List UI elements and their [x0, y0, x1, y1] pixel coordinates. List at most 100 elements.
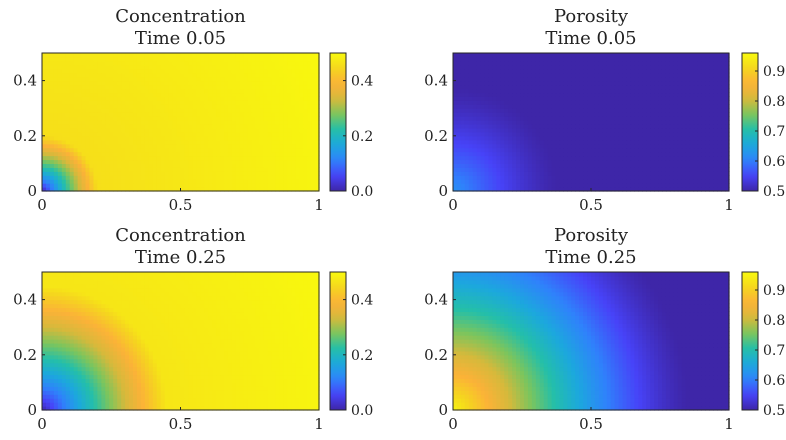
heatmap-cell: [516, 60, 521, 66]
heatmap-cell: [307, 167, 312, 172]
heatmap-cell: [196, 53, 201, 58]
heatmap-cell: [673, 183, 679, 188]
heatmap-cell: [579, 80, 584, 86]
heatmap-cell: [587, 127, 592, 133]
heatmap-cell: [172, 84, 178, 90]
heatmap-cell: [255, 147, 261, 153]
heatmap-cell: [685, 84, 691, 90]
heatmap-cell: [681, 147, 687, 153]
heatmap-cell: [693, 151, 699, 157]
heatmap-cell: [164, 56, 170, 62]
heatmap-cell: [638, 68, 643, 74]
heatmap-cell: [235, 135, 241, 141]
heatmap-cell: [57, 116, 63, 121]
heatmap-cell: [97, 76, 102, 82]
heatmap-cell: [618, 159, 624, 164]
heatmap-cell: [200, 68, 205, 74]
heatmap-cell: [295, 92, 300, 97]
heatmap-cell: [160, 406, 166, 411]
heatmap-cell: [204, 163, 209, 168]
heatmap-cell: [160, 112, 166, 117]
heatmap-cell: [634, 147, 639, 153]
heatmap-cell: [307, 131, 312, 137]
heatmap-cell: [693, 131, 699, 137]
heatmap-cell: [125, 175, 130, 180]
heatmap-cell: [661, 183, 667, 188]
heatmap-cell: [661, 84, 667, 90]
heatmap-cell: [196, 179, 201, 184]
heatmap-cell: [188, 167, 193, 172]
heatmap-cell: [669, 72, 675, 78]
heatmap-cell: [267, 100, 273, 105]
heatmap-cell: [287, 175, 292, 180]
heatmap-cell: [551, 92, 557, 97]
heatmap-cell: [484, 175, 490, 180]
heatmap-cell: [484, 108, 490, 113]
heatmap-cell: [539, 53, 545, 58]
heatmap-cell: [275, 167, 281, 172]
heatmap-cell: [563, 88, 568, 94]
heatmap-cell: [275, 100, 281, 105]
heatmap-cell: [484, 112, 490, 117]
heatmap-cell: [516, 175, 521, 180]
heatmap-cell: [543, 179, 549, 184]
heatmap-cell: [579, 72, 584, 78]
heatmap-cell: [693, 112, 699, 117]
heatmap-cell: [89, 167, 95, 172]
heatmap-cell: [701, 167, 706, 172]
x-tick-label: 1: [724, 196, 734, 214]
heatmap-cell: [117, 88, 122, 94]
heatmap-cell: [251, 84, 257, 90]
heatmap-cell: [255, 116, 261, 121]
heatmap-cell: [125, 112, 130, 117]
heatmap-cell: [101, 100, 106, 105]
heatmap-cell: [673, 53, 679, 58]
heatmap-cell: [105, 147, 110, 153]
heatmap-cell: [255, 72, 261, 78]
heatmap-cell: [263, 131, 269, 137]
heatmap-cell: [575, 108, 580, 113]
heatmap-cell: [531, 187, 537, 192]
heatmap-cell: [255, 100, 261, 105]
heatmap-cell: [661, 151, 667, 157]
heatmap-cell: [208, 163, 213, 168]
heatmap-cell: [263, 60, 269, 66]
heatmap-cell: [661, 104, 667, 109]
heatmap-cell: [299, 116, 304, 121]
heatmap-cell: [638, 53, 643, 58]
heatmap-cell: [255, 135, 261, 141]
heatmap-cell: [168, 163, 174, 168]
heatmap-cell: [709, 131, 714, 137]
x-tick-label: 1: [314, 196, 324, 214]
heatmap-cell: [77, 187, 83, 192]
heatmap-cell: [247, 108, 253, 113]
heatmap-cell: [614, 171, 620, 176]
heatmap-cell: [460, 108, 466, 113]
heatmap-cell: [303, 151, 308, 157]
heatmap-cell: [547, 64, 553, 70]
heatmap-cell: [53, 56, 59, 62]
heatmap-cell: [464, 56, 470, 62]
heatmap-cell: [543, 155, 549, 161]
heatmap-cell: [251, 60, 257, 66]
heatmap-cell: [172, 123, 178, 129]
heatmap-cell: [160, 80, 166, 86]
heatmap-cell: [113, 155, 118, 161]
heatmap-cell: [701, 72, 706, 78]
heatmap-cell: [156, 92, 162, 97]
heatmap-cell: [259, 151, 265, 157]
heatmap-cell: [689, 147, 695, 153]
heatmap-cell: [563, 108, 568, 113]
heatmap-cell: [642, 147, 647, 153]
heatmap-cell: [168, 116, 174, 121]
heatmap-cell: [721, 139, 726, 145]
heatmap-cell: [220, 60, 225, 66]
heatmap-cell: [53, 135, 59, 141]
heatmap-cell: [453, 104, 458, 109]
heatmap-cell: [523, 84, 529, 90]
heatmap-cell: [689, 171, 695, 176]
heatmap-cell: [496, 96, 501, 101]
heatmap-cell: [642, 108, 647, 113]
heatmap-cell: [69, 123, 75, 129]
heatmap-cell: [551, 183, 557, 188]
